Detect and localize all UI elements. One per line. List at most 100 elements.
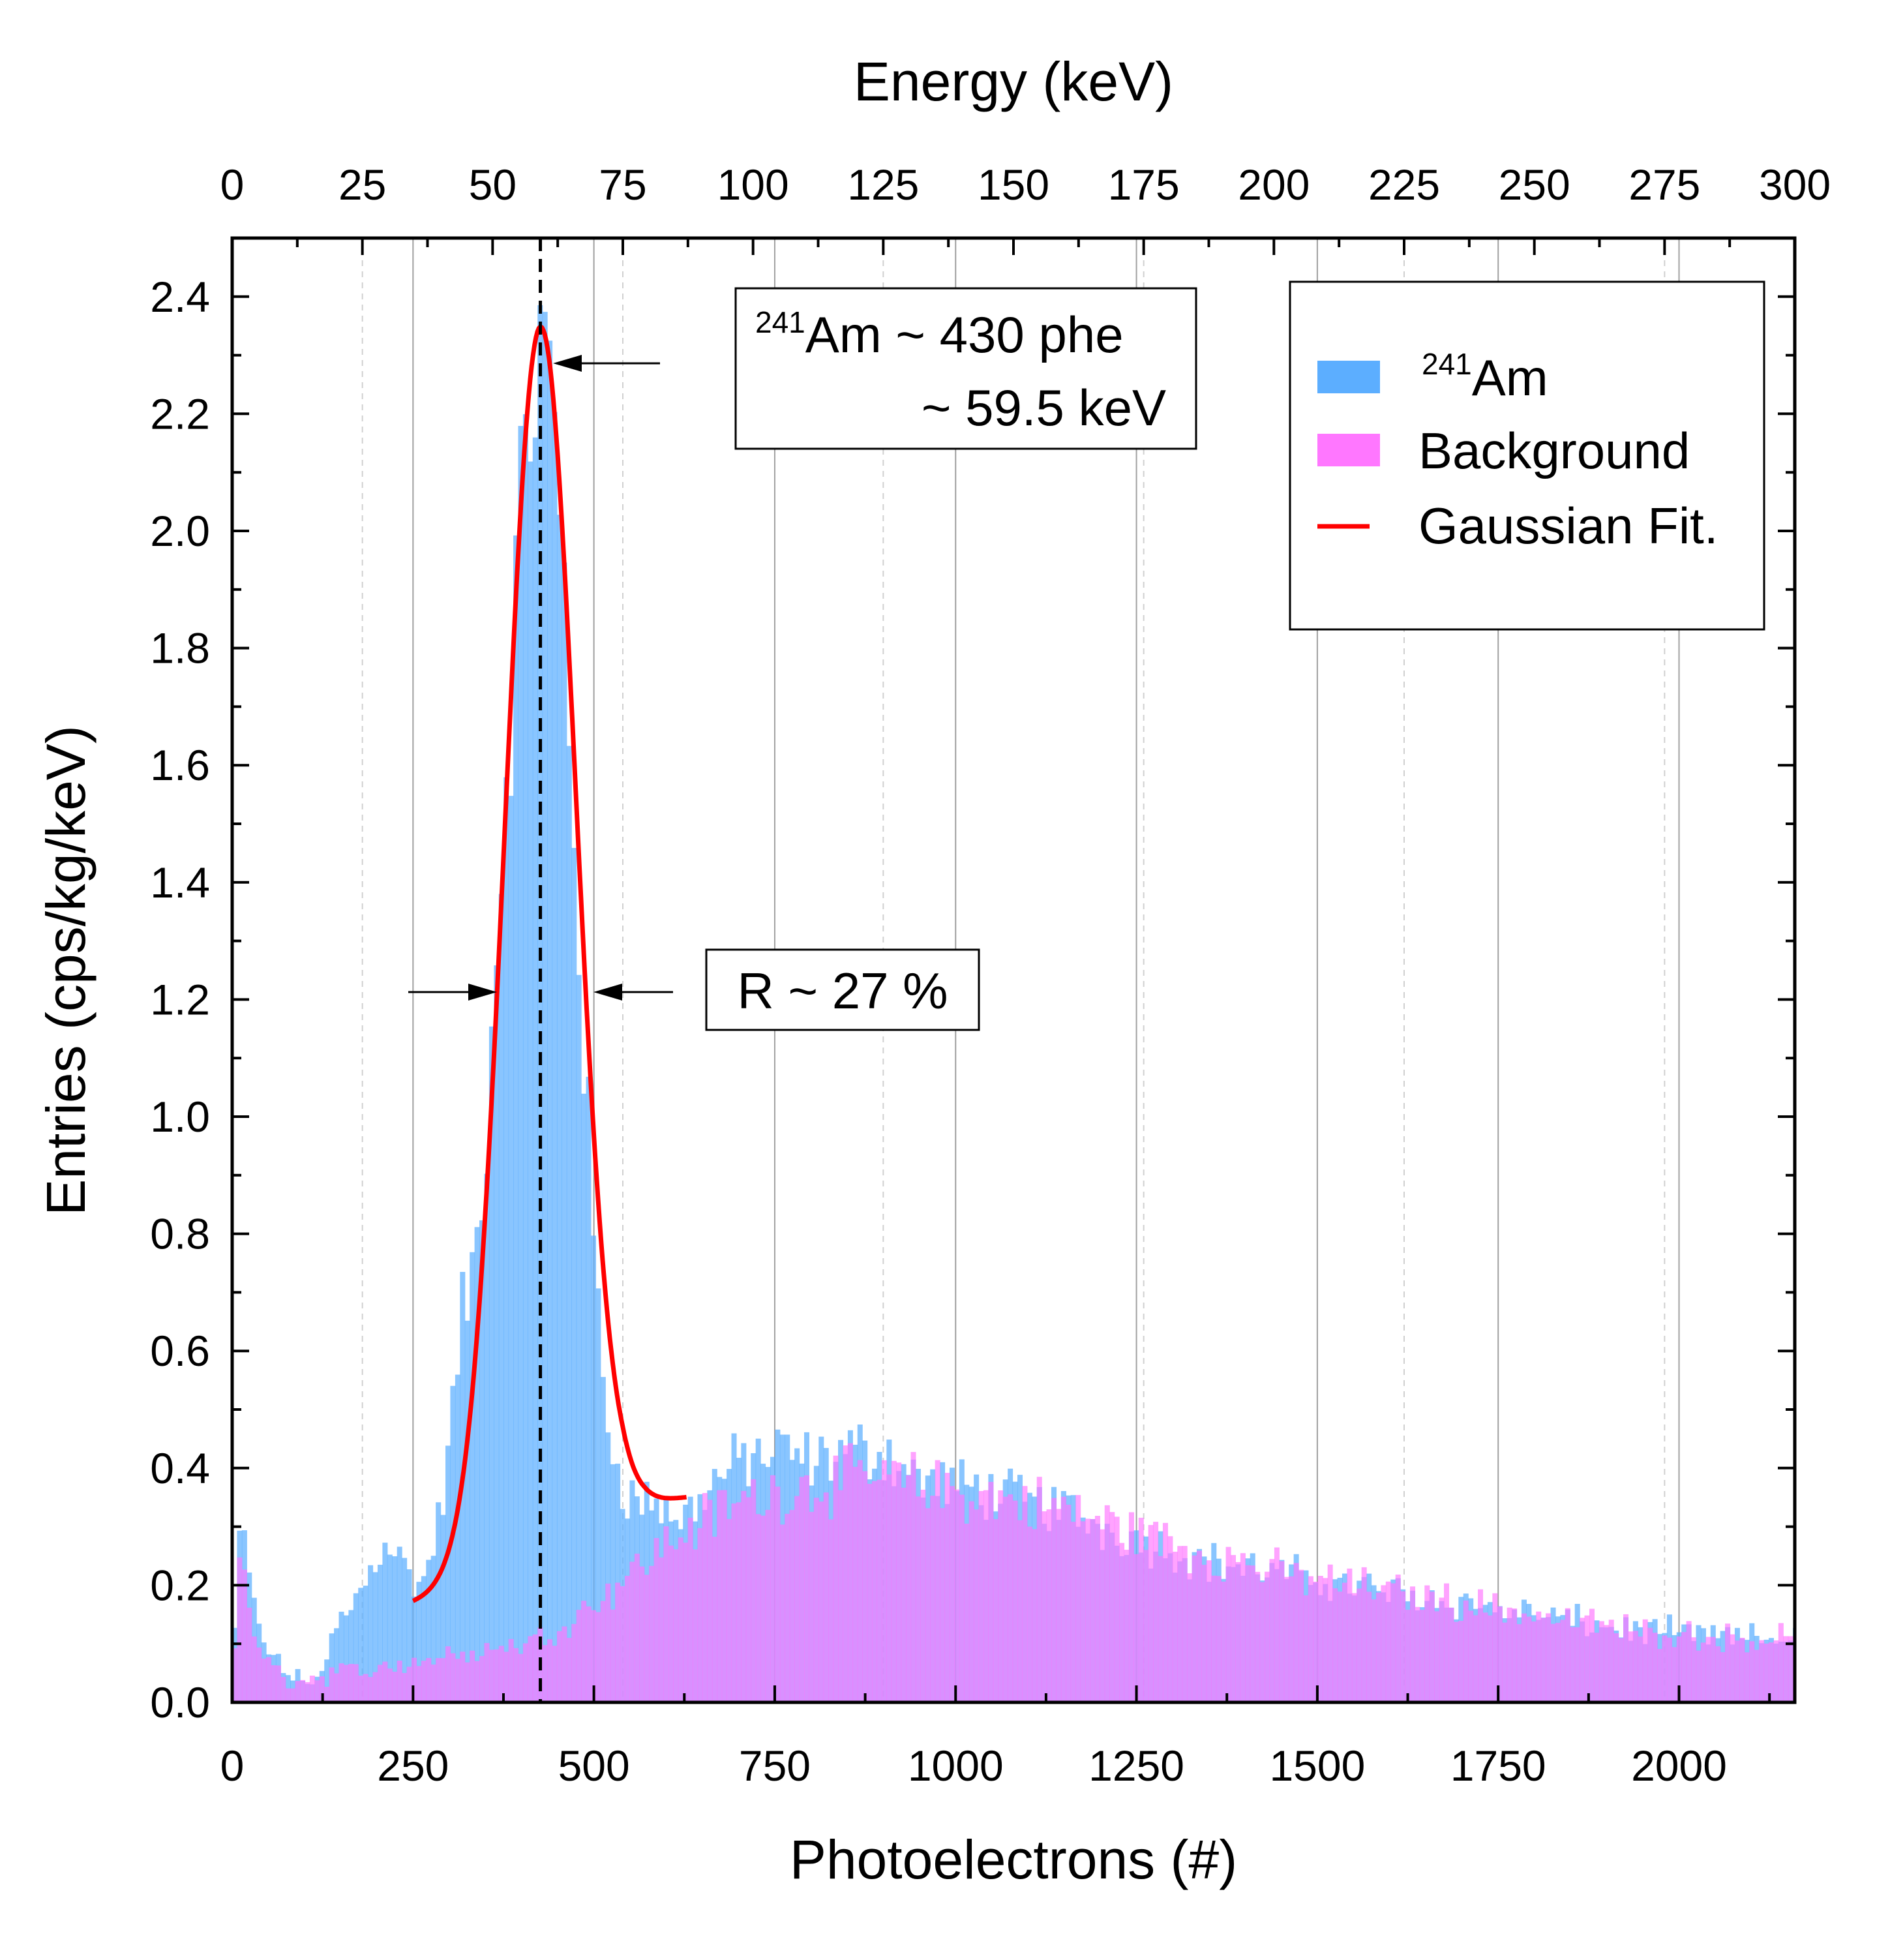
- background-bar: [1177, 1546, 1183, 1702]
- background-bar: [1546, 1613, 1552, 1702]
- background-bar: [910, 1452, 916, 1702]
- x2-tick-label: 100: [717, 160, 789, 209]
- background-bar: [450, 1653, 456, 1702]
- background-bar: [1778, 1623, 1784, 1702]
- x2-tick-label: 150: [978, 160, 1049, 209]
- x2-tick-label: 25: [338, 160, 386, 209]
- background-bar: [1289, 1576, 1295, 1702]
- background-bar: [1274, 1547, 1280, 1702]
- x-tick-label: 1500: [1269, 1741, 1365, 1790]
- background-bar: [1381, 1585, 1387, 1702]
- background-bar: [1395, 1575, 1401, 1702]
- background-bar: [687, 1517, 693, 1702]
- am241-bar: [571, 847, 577, 1702]
- background-bar: [1696, 1650, 1702, 1702]
- background-bar: [1526, 1616, 1532, 1702]
- background-bar: [673, 1549, 679, 1702]
- background-bar: [765, 1509, 771, 1702]
- background-bar: [799, 1477, 805, 1702]
- background-bar: [1269, 1559, 1275, 1702]
- background-bar: [1458, 1621, 1464, 1702]
- am241-bar: [508, 796, 514, 1702]
- background-bar: [256, 1647, 262, 1702]
- am241-bar: [586, 1076, 592, 1702]
- background-bar: [1187, 1573, 1193, 1702]
- background-bar: [886, 1474, 892, 1702]
- am241-bar: [426, 1560, 432, 1702]
- background-bar: [368, 1677, 374, 1702]
- peak-annotation-line1: 241Am ~ 430 phe: [755, 305, 1124, 363]
- background-bar: [954, 1489, 960, 1702]
- background-bar: [581, 1601, 587, 1702]
- am241-bar: [488, 1026, 494, 1702]
- background-bar: [600, 1601, 606, 1702]
- background-bar: [1512, 1608, 1518, 1702]
- background-bar: [1574, 1627, 1580, 1702]
- background-bar: [1608, 1620, 1614, 1702]
- background-bar: [1788, 1636, 1793, 1702]
- background-bar: [852, 1466, 858, 1702]
- background-bar: [1434, 1611, 1440, 1702]
- am241-bar: [353, 1593, 359, 1702]
- y-tick-label: 2.0: [150, 507, 210, 555]
- am241-bar: [436, 1502, 442, 1702]
- background-bar: [974, 1509, 980, 1702]
- background-bar: [1478, 1589, 1484, 1702]
- am241-bar: [363, 1586, 368, 1702]
- x2-tick-label: 125: [847, 160, 919, 209]
- background-bar: [813, 1498, 819, 1702]
- am241-bar: [416, 1582, 422, 1702]
- background-bar: [348, 1664, 354, 1702]
- background-bar: [1570, 1627, 1576, 1702]
- background-bar: [1094, 1516, 1100, 1702]
- background-bar: [430, 1664, 436, 1702]
- am241-bar: [358, 1588, 364, 1702]
- background-bar: [1453, 1621, 1459, 1702]
- background-bar: [1676, 1636, 1682, 1702]
- background-bar: [1555, 1623, 1561, 1702]
- background-bar: [1361, 1567, 1367, 1702]
- background-bar: [1385, 1581, 1391, 1702]
- background-bar: [1473, 1615, 1478, 1702]
- background-bar: [1672, 1647, 1677, 1702]
- background-bar: [445, 1646, 451, 1702]
- x-tick-label: 250: [377, 1741, 449, 1790]
- background-bar: [1206, 1560, 1212, 1702]
- background-bar: [1308, 1576, 1313, 1702]
- background-bar: [1133, 1554, 1139, 1702]
- background-bar: [1060, 1496, 1066, 1702]
- background-bar: [838, 1490, 844, 1702]
- am241-bar: [542, 312, 548, 1702]
- am241-bar: [402, 1558, 408, 1702]
- background-bar: [1710, 1636, 1716, 1702]
- background-bar: [906, 1475, 912, 1702]
- background-bar: [353, 1664, 359, 1702]
- background-bar: [1531, 1621, 1537, 1702]
- background-bar: [392, 1672, 398, 1702]
- background-bar: [1172, 1552, 1178, 1702]
- y-tick-label: 1.8: [150, 624, 210, 672]
- x-tick-label: 2000: [1631, 1741, 1727, 1790]
- background-bar: [1439, 1597, 1445, 1702]
- background-bar: [1492, 1593, 1498, 1702]
- background-bar: [1652, 1633, 1658, 1702]
- background-bar: [731, 1503, 737, 1702]
- am241-bar: [479, 1220, 485, 1702]
- am241-bar: [484, 1173, 490, 1702]
- background-bar: [556, 1631, 562, 1702]
- background-bar: [629, 1561, 635, 1702]
- background-bar: [1221, 1581, 1227, 1702]
- background-bar: [935, 1460, 940, 1702]
- background-bar: [1662, 1635, 1668, 1702]
- background-bar: [1162, 1522, 1168, 1702]
- background-bar: [488, 1650, 494, 1702]
- background-bar: [644, 1575, 650, 1702]
- background-bar: [290, 1688, 296, 1702]
- background-bar: [479, 1655, 485, 1702]
- x2-axis-title: Energy (keV): [854, 51, 1173, 112]
- background-bar: [1337, 1591, 1343, 1702]
- background-bar: [1632, 1631, 1638, 1702]
- background-bar: [872, 1481, 878, 1702]
- background-bar: [1056, 1509, 1062, 1702]
